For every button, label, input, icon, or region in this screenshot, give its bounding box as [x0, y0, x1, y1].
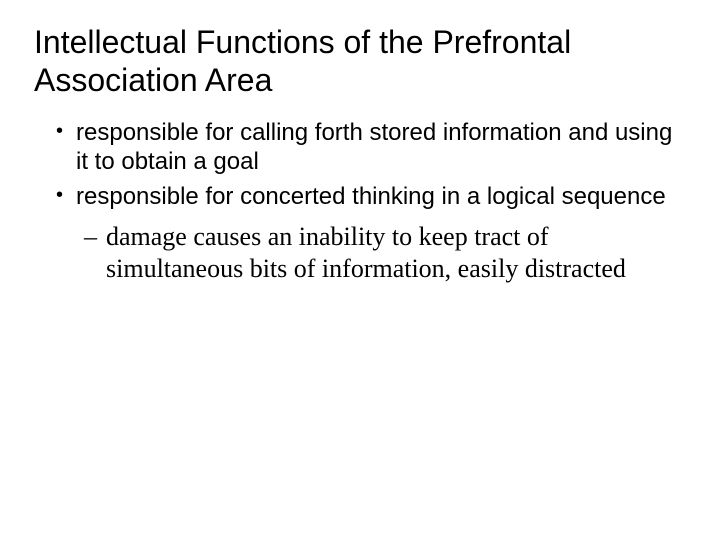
slide: Intellectual Functions of the Prefrontal… [0, 0, 720, 540]
bullet-list: responsible for calling forth stored inf… [34, 118, 686, 212]
bullet-item: responsible for concerted thinking in a … [56, 182, 686, 211]
sub-item: damage causes an inability to keep tract… [106, 221, 686, 284]
bullet-item: responsible for calling forth stored inf… [56, 118, 686, 177]
slide-title: Intellectual Functions of the Prefrontal… [34, 24, 686, 100]
sub-list: damage causes an inability to keep tract… [80, 221, 686, 284]
